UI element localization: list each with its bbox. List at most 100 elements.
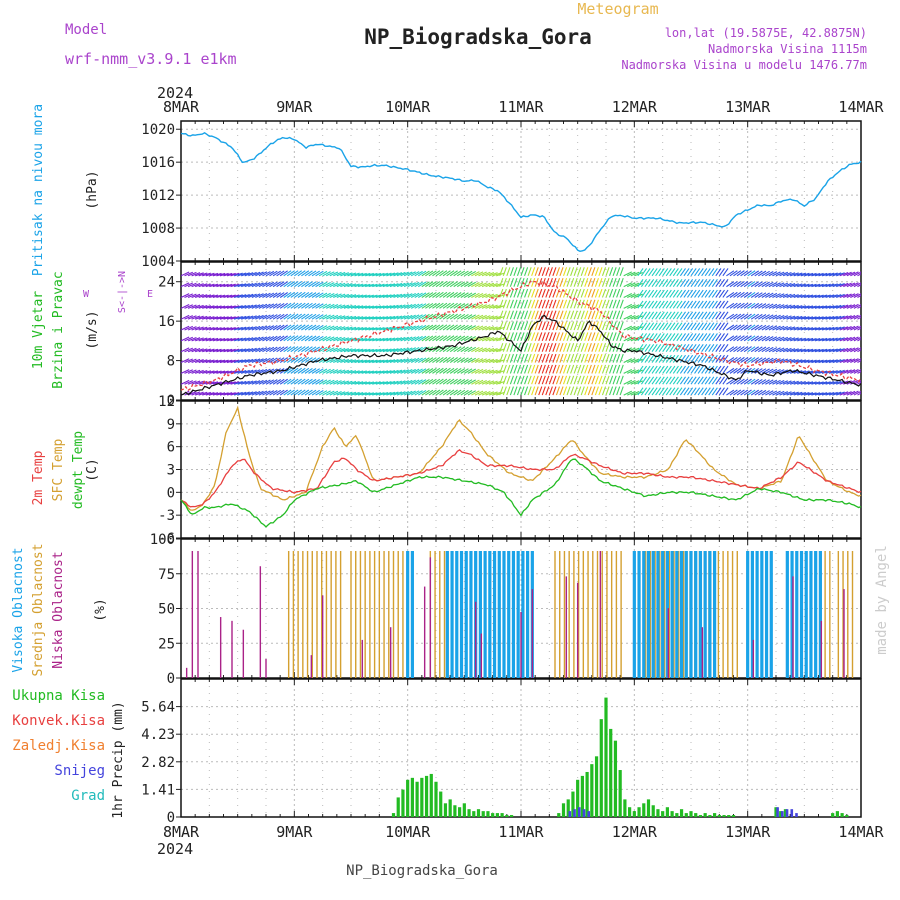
wind-arrow [361, 316, 371, 320]
wind-arrow [375, 370, 385, 374]
temp-dewpt-line [180, 458, 862, 528]
wind-arrow [651, 300, 658, 309]
wind-arrow [765, 270, 774, 277]
wind-arrow [584, 375, 589, 385]
wind-arrow [584, 332, 589, 342]
wind-arrow [198, 337, 208, 342]
wind-arrow [343, 272, 353, 277]
wind-arrow [573, 343, 578, 352]
cloud-mid-bar [659, 551, 661, 678]
wind-arrow [683, 376, 690, 385]
wind-arrow [361, 381, 371, 385]
wind-arrow [609, 310, 614, 320]
cloud-high-bar [694, 551, 698, 678]
wind-arrow [499, 375, 504, 385]
wind-arrow [552, 299, 557, 309]
wind-arrow [598, 386, 603, 396]
wind-arrow [775, 347, 785, 353]
wind-arrow [354, 392, 364, 396]
wind-arrow [350, 305, 360, 309]
wind-arrow [187, 271, 197, 277]
wind-arrow [718, 289, 725, 298]
wind-arrow [471, 379, 480, 385]
wind-arrow [435, 389, 444, 396]
wind-arrow [205, 305, 215, 309]
wind-arrow [276, 389, 285, 396]
cloud-high-bar [675, 551, 679, 678]
wind-arrow [187, 293, 197, 298]
wind-arrow [407, 292, 416, 298]
y-tick-label: 9 [167, 417, 175, 433]
cloud-low-bar [191, 551, 194, 678]
wind-arrow [216, 305, 226, 309]
wind-arrow [375, 305, 385, 309]
wind-arrow [690, 376, 697, 385]
wind-arrow [449, 281, 458, 288]
time-axis-bottom: 8MAR 9MAR 10MAR 11MAR 12MAR 13MAR 14MAR [163, 823, 885, 841]
wind-arrow [786, 326, 796, 331]
wind-arrow [474, 303, 484, 309]
wind-arrow [269, 379, 278, 385]
wind-arrow [379, 359, 389, 364]
precip-total-bar [632, 811, 636, 817]
wind-arrow [534, 364, 539, 374]
wind-arrow [329, 379, 339, 385]
wind-arrow [237, 315, 247, 320]
wind-arrow [601, 353, 607, 363]
wind-arrow [418, 335, 427, 342]
wind-arrow [290, 324, 299, 331]
wind-arrow [797, 359, 807, 364]
wind-arrow [765, 336, 774, 342]
wind-compass-w: W [83, 289, 90, 300]
wind-arrow [761, 357, 770, 364]
wind-arrow [421, 335, 430, 342]
wind-arrow [464, 324, 473, 331]
precip-total-bar [609, 728, 613, 817]
wind-arrow [601, 321, 607, 331]
y-tick-label: 1.41 [141, 782, 175, 798]
wind-arrow [442, 291, 451, 298]
wind-arrow [237, 326, 247, 331]
wind-arrow [669, 268, 676, 277]
wind-arrow [836, 391, 845, 396]
wind-arrow [715, 376, 722, 385]
wind-arrow [584, 310, 589, 320]
wind-arrow [797, 316, 807, 320]
wind-arrow [255, 336, 264, 342]
wind-arrow [333, 325, 342, 331]
cloud-high-bar [689, 551, 693, 678]
wind-arrow [552, 386, 557, 396]
wind-arrow [704, 289, 711, 298]
wind-arrow [212, 392, 222, 396]
wind-arrow [375, 359, 385, 364]
wind-arrow [779, 358, 789, 364]
wind-arrow [577, 310, 582, 320]
wind-arrow [630, 391, 640, 396]
cloud-low-bar [480, 633, 483, 678]
precip-total-bar [448, 799, 452, 817]
wind-arrow [570, 267, 575, 276]
wind-arrow [428, 367, 437, 374]
wind-arrow [283, 324, 292, 331]
wind-arrow [818, 272, 828, 277]
wind-arrow [733, 367, 742, 374]
wind-arrow [375, 348, 385, 353]
credit-text: made by Angel [874, 545, 890, 655]
wind-arrow [804, 337, 814, 342]
wind-arrow [365, 327, 375, 331]
wind-arrow [418, 270, 427, 277]
wind-arrow [662, 354, 669, 363]
wind-arrow [449, 346, 458, 353]
wind-arrow [428, 292, 437, 298]
wind-arrow [209, 381, 219, 385]
wind-arrow [538, 299, 543, 309]
wind-arrow [421, 368, 430, 374]
wind-arrow [740, 291, 749, 298]
wind-arrow [584, 386, 589, 396]
wind-arrow [758, 379, 767, 385]
wind-arrow [804, 327, 814, 331]
wind-arrow [541, 343, 546, 352]
wind-arrow [658, 311, 665, 320]
wind-arrow [843, 391, 852, 396]
wind-arrow [559, 299, 564, 309]
